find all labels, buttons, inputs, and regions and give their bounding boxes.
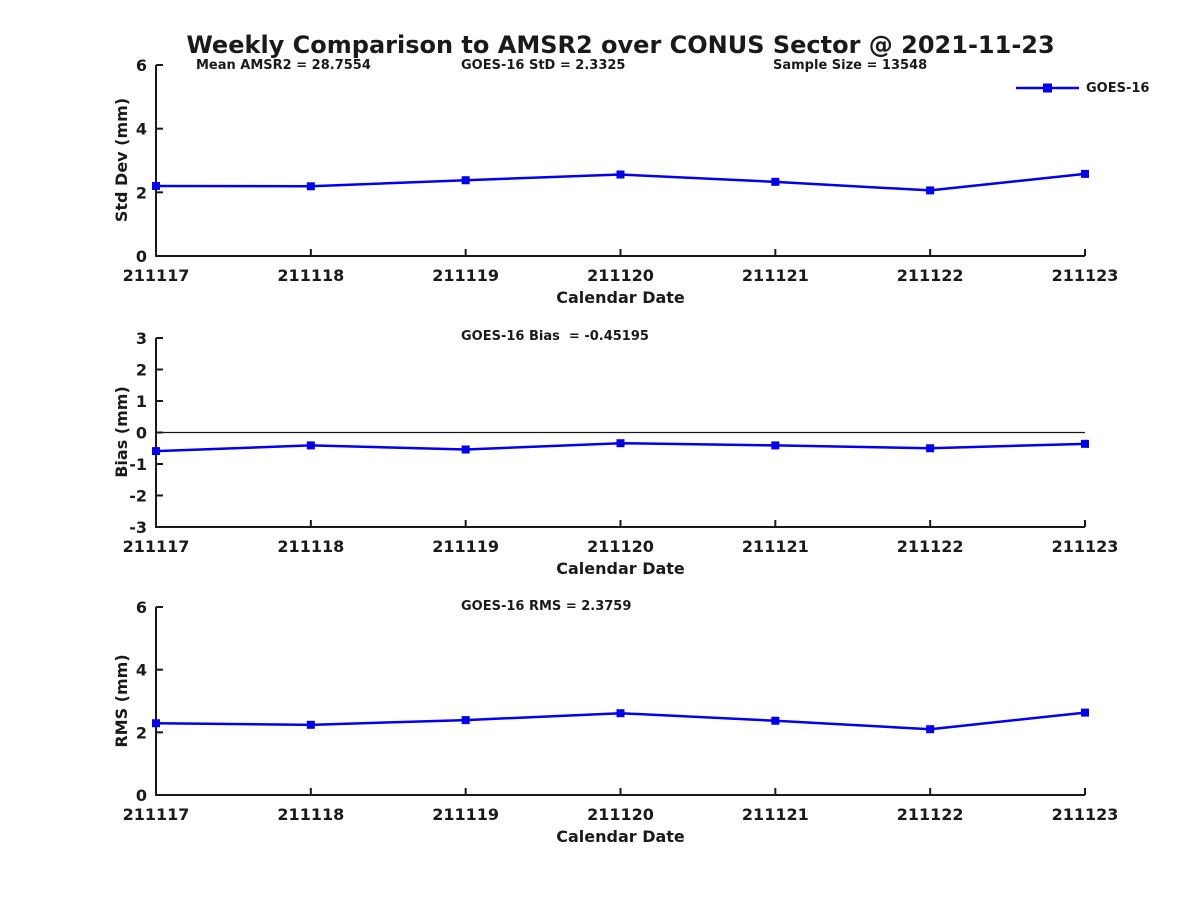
annotation-goes16-bias: GOES-16 Bias = -0.45195: [461, 329, 649, 344]
data-point-marker: [926, 186, 935, 195]
data-point-marker: [461, 445, 470, 454]
data-point-marker: [461, 716, 470, 725]
x-tick-label: 211117: [123, 805, 190, 824]
data-point-marker: [616, 170, 625, 179]
annotation-goes16-rms: GOES-16 RMS = 2.3759: [461, 599, 632, 614]
x-tick-label: 211122: [897, 266, 964, 285]
x-tick-label: 211120: [587, 537, 654, 556]
data-point-marker: [1081, 439, 1089, 448]
data-point-marker: [1081, 708, 1089, 717]
data-point-marker: [152, 181, 160, 190]
annotation-sample-size: Sample Size = 13548: [773, 58, 928, 73]
annotation-goes16-std: GOES-16 StD = 2.3325: [461, 58, 626, 73]
y-tick-label: 6: [136, 598, 147, 617]
y-tick-label: 0: [136, 247, 147, 266]
x-tick-label: 211121: [742, 805, 809, 824]
x-tick-label: 211121: [742, 266, 809, 285]
data-point-marker: [152, 719, 160, 728]
data-point-marker: [616, 439, 625, 448]
data-point-marker: [1081, 169, 1089, 178]
x-tick-label: 211123: [1052, 266, 1119, 285]
y-tick-label: 2: [136, 361, 147, 380]
data-point-marker: [152, 447, 160, 456]
x-tick-label: 211121: [742, 537, 809, 556]
x-tick-label: 211118: [277, 266, 344, 285]
x-tick-label: 211117: [123, 537, 190, 556]
legend-label-goes16: GOES-16: [1086, 81, 1150, 96]
data-point-marker: [461, 176, 470, 185]
x-tick-label: 211119: [432, 537, 499, 556]
legend-marker: [1043, 83, 1052, 93]
x-tick-label: 211122: [897, 805, 964, 824]
data-point-marker: [306, 720, 315, 729]
x-axis-label-panel3: Calendar Date: [556, 827, 685, 846]
y-tick-label: -2: [129, 487, 147, 506]
x-tick-label: 211117: [123, 266, 190, 285]
data-point-marker: [926, 725, 935, 734]
x-tick-label: 211120: [587, 805, 654, 824]
data-point-marker: [306, 441, 315, 450]
x-tick-label: 211119: [432, 266, 499, 285]
data-point-marker: [306, 182, 315, 191]
x-axis-label-panel1: Calendar Date: [556, 288, 685, 307]
chart-title: Weekly Comparison to AMSR2 over CONUS Se…: [186, 31, 1055, 59]
y-tick-label: 2: [136, 723, 147, 742]
data-point-marker: [616, 709, 625, 718]
x-axis-label-panel2: Calendar Date: [556, 559, 685, 578]
y-tick-label: -3: [129, 518, 147, 537]
x-tick-label: 211118: [277, 537, 344, 556]
y-tick-label: 1: [136, 392, 147, 411]
y-tick-label: 2: [136, 183, 147, 202]
data-point-marker: [771, 441, 780, 450]
annotation-mean-amsr2: Mean AMSR2 = 28.7554: [196, 58, 371, 73]
y-tick-label: 6: [136, 56, 147, 75]
x-tick-label: 211118: [277, 805, 344, 824]
data-point-marker: [771, 716, 780, 725]
y-tick-label: 0: [136, 424, 147, 443]
x-tick-label: 211123: [1052, 537, 1119, 556]
x-tick-label: 211122: [897, 537, 964, 556]
x-tick-label: 211119: [432, 805, 499, 824]
y-tick-label: 4: [136, 120, 147, 139]
data-point-marker: [926, 444, 935, 453]
y-tick-label: 0: [136, 786, 147, 805]
y-tick-label: 3: [136, 329, 147, 348]
x-tick-label: 211123: [1052, 805, 1119, 824]
x-tick-label: 211120: [587, 266, 654, 285]
y-tick-label: -1: [129, 455, 147, 474]
data-point-marker: [771, 177, 780, 186]
y-tick-label: 4: [136, 661, 147, 680]
